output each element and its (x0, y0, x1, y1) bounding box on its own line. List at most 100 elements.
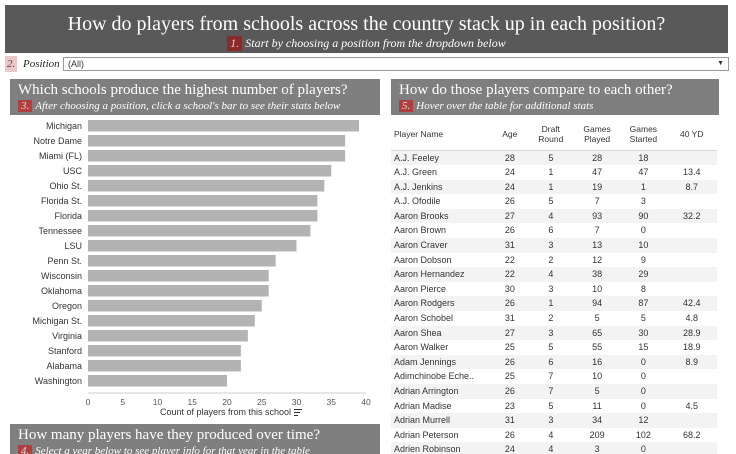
col-40-yd-header[interactable]: 40 YD (666, 118, 717, 151)
col-draft-round-cell: 1 (527, 296, 574, 312)
table-row[interactable]: Adrian Madise 23 5 11 0 4.5 (391, 399, 717, 414)
col-draft-round-cell: 3 (527, 325, 574, 341)
col-draft-round-cell: 4 (527, 442, 574, 454)
school-bar[interactable] (88, 120, 360, 132)
school-bar[interactable] (88, 255, 276, 267)
x-tick-label: 10 (153, 397, 163, 407)
col-games-started-cell: 0 (620, 442, 667, 454)
col-age-cell: 26 (491, 354, 528, 370)
school-bar[interactable] (88, 150, 346, 162)
table-row[interactable]: Aaron Craver 31 3 13 10 (391, 238, 717, 253)
col-games-played-cell: 55 (592, 342, 603, 353)
col-games-played-cell: 65 (573, 325, 621, 341)
col-40-yd-cell: 42.4 (666, 296, 717, 312)
col-age-cell: 25 (504, 342, 515, 353)
col-player-name-cell: Adrian Peterson (394, 429, 459, 440)
school-bar[interactable] (88, 180, 325, 192)
table-row[interactable]: Aaron Schobel 31 2 5 5 4.8 (391, 311, 717, 326)
col-games-started-header[interactable]: Games Started (620, 118, 667, 151)
table-row[interactable]: Adrien Robinson 24 4 3 0 (391, 442, 717, 454)
col-draft-round-cell: 4 (527, 267, 574, 282)
col-games-started-cell: 9 (640, 254, 646, 265)
col-draft-round-cell: 6 (527, 354, 574, 370)
col-player-name-header[interactable]: Player Name (391, 118, 492, 151)
school-bar[interactable] (88, 195, 318, 207)
table-row[interactable]: Aaron Hernandez 22 4 38 29 (391, 267, 717, 282)
school-bar[interactable] (88, 345, 241, 357)
school-bar[interactable] (88, 375, 227, 387)
table-row[interactable]: Aaron Walker 25 5 55 15 18.9 (391, 340, 717, 355)
col-games-played-cell: 93 (573, 208, 621, 224)
col-player-name-cell: Aaron Hernandez (391, 267, 492, 282)
table-row[interactable]: Adrian Murrell 31 3 34 12 (391, 413, 717, 428)
step-number-badge: 3. (18, 100, 33, 112)
col-40-yd-cell (667, 253, 718, 268)
col-games-started-cell: 0 (640, 225, 646, 236)
school-label: Alabama (46, 361, 82, 371)
col-40-yd-cell (667, 223, 718, 238)
bar-chart-canvas: Michigan Notre Dame Miami (FL) USC Ohio St. F… (32, 120, 371, 407)
dashboard-header: How do players from schools across the c… (5, 5, 728, 53)
table-row[interactable]: Aaron Rodgers 26 1 94 87 42.4 (391, 296, 717, 312)
table-row[interactable]: A.J. Ofodile 26 5 7 3 (391, 194, 717, 209)
table-row[interactable]: Adrian Peterson 26 4 209 102 68.2 (391, 428, 717, 443)
school-label: Notre Dame (33, 136, 82, 146)
school-bar[interactable] (88, 315, 255, 327)
school-bar[interactable] (88, 240, 297, 252)
col-40-yd-cell: 68.2 (682, 429, 701, 440)
col-draft-round-cell: 1 (548, 167, 554, 178)
school-label: Wisconsin (41, 271, 82, 281)
schools-bar-chart: Michigan Notre Dame Miami (FL) USC Ohio St. F… (10, 118, 380, 420)
table-row[interactable]: A.J. Feeley 28 5 28 18 (391, 150, 717, 166)
position-dropdown[interactable]: (All) ▼ (63, 57, 729, 71)
col-40-yd-cell: 4.8 (685, 313, 698, 324)
col-games-started-cell: 0 (640, 371, 646, 382)
school-label: Tennessee (38, 226, 82, 236)
table-row[interactable]: Aaron Pierce 30 3 10 8 (391, 282, 717, 297)
table-row[interactable]: A.J. Green 24 1 47 47 13.4 (391, 165, 717, 180)
col-40-yd-cell (666, 150, 717, 166)
table-row[interactable]: Aaron Brooks 27 4 93 90 32.2 (391, 208, 717, 224)
col-draft-round-cell: 5 (548, 196, 554, 207)
col-games-played-cell: 10 (592, 283, 603, 294)
school-label: Florida (54, 211, 82, 221)
school-bar[interactable] (88, 135, 346, 147)
chevron-down-icon[interactable]: ▼ (717, 60, 724, 67)
school-bar[interactable] (88, 285, 269, 297)
school-label: Oklahoma (41, 286, 82, 296)
col-games-started-cell: 87 (620, 296, 667, 312)
school-bar[interactable] (88, 225, 311, 237)
compare-panel-header: How do those players compare to each oth… (391, 79, 719, 115)
col-40-yd-cell (666, 413, 717, 428)
school-bar[interactable] (88, 330, 248, 342)
table-row[interactable]: A.J. Jenkins 24 1 19 1 8.7 (391, 179, 717, 195)
col-games-started-cell: 90 (620, 208, 667, 224)
table-row[interactable]: Adrian Arrington 26 7 5 0 (391, 384, 717, 399)
col-games-started-cell: 0 (620, 354, 667, 370)
col-age-header[interactable]: Age (491, 118, 528, 151)
col-games-played-cell: 7 (594, 225, 600, 236)
col-games-played-cell: 10 (592, 371, 603, 382)
table-header-row: Player Name Age Draft Round Games Played Games… (391, 118, 717, 151)
col-player-name-cell: A.J. Green (394, 167, 438, 178)
school-bar[interactable] (88, 210, 318, 222)
step-number-badge: 1. (227, 36, 243, 51)
table-row[interactable]: Adimchinobe Eche.. 25 7 10 0 (391, 369, 717, 384)
x-tick-label: 30 (292, 397, 302, 407)
school-bar[interactable] (88, 360, 241, 372)
col-age-cell: 24 (504, 167, 515, 178)
col-games-played-header[interactable]: Games Played (573, 118, 621, 151)
school-label: Oregon (52, 301, 82, 311)
school-bar[interactable] (88, 270, 269, 282)
table-row[interactable]: Aaron Shea 27 3 65 30 28.9 (391, 325, 717, 341)
sort-icon[interactable] (294, 408, 303, 418)
table-row[interactable]: Aaron Brown 26 6 7 0 (391, 223, 717, 238)
school-label: Michigan (46, 121, 82, 131)
table-row[interactable]: Adam Jennings 26 6 16 0 8.9 (391, 354, 717, 370)
col-draft-round-header[interactable]: Draft Round (527, 118, 574, 151)
school-bar[interactable] (88, 165, 332, 177)
col-draft-round-cell: 2 (548, 254, 554, 265)
schools-panel-subtitle: 3. After choosing a position, click a sch… (18, 100, 340, 112)
table-row[interactable]: Aaron Dobson 22 2 12 9 (391, 253, 717, 268)
school-bar[interactable] (88, 300, 262, 312)
